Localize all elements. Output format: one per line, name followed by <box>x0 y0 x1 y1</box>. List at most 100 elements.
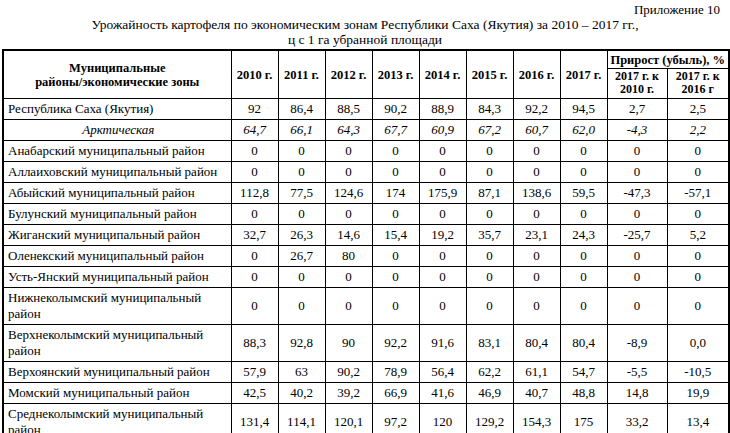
value-cell: 0 <box>231 204 278 225</box>
value-cell: 0 <box>513 162 560 183</box>
value-cell: -5,5 <box>607 362 667 383</box>
value-cell: 2,2 <box>667 120 729 141</box>
value-cell: 92,8 <box>278 325 325 362</box>
value-cell: 0 <box>419 162 466 183</box>
value-cell: 0 <box>419 288 466 325</box>
value-cell: 0 <box>231 288 278 325</box>
value-cell: -47,3 <box>607 183 667 204</box>
column-header-year-2012: 2012 г. <box>325 50 372 99</box>
value-cell: 40,7 <box>513 383 560 404</box>
value-cell: 48,8 <box>560 383 607 404</box>
value-cell: 86,4 <box>278 99 325 120</box>
value-cell: 94,5 <box>560 99 607 120</box>
value-cell: 174 <box>372 183 419 204</box>
document-page: Приложение 10 Урожайность картофеля по э… <box>0 0 730 433</box>
value-cell: 0 <box>667 162 729 183</box>
value-cell: 90,2 <box>325 362 372 383</box>
value-cell: 0 <box>325 141 372 162</box>
table-row: Булунский муниципальный район0000000000 <box>3 204 729 225</box>
value-cell: 0 <box>278 141 325 162</box>
value-cell: 77,5 <box>278 183 325 204</box>
value-cell: 0 <box>466 204 513 225</box>
value-cell: 64,3 <box>325 120 372 141</box>
table-row: Анабарский муниципальный район0000000000 <box>3 141 729 162</box>
value-cell: 0 <box>372 288 419 325</box>
value-cell: 0 <box>466 141 513 162</box>
value-cell: 0 <box>560 141 607 162</box>
value-cell: 84,3 <box>466 99 513 120</box>
value-cell: 92,2 <box>513 99 560 120</box>
value-cell: 2,7 <box>607 99 667 120</box>
value-cell: 23,1 <box>513 225 560 246</box>
table-row: Аллаиховский муниципальный район00000000… <box>3 162 729 183</box>
value-cell: 175,9 <box>419 183 466 204</box>
header-row-1: Муниципальные районы/экономические зоны … <box>3 50 729 69</box>
value-cell: 0 <box>372 204 419 225</box>
page-title: Урожайность картофеля по экономическим з… <box>0 17 730 47</box>
column-header-year-2017: 2017 г. <box>560 50 607 99</box>
table-row: Оленекский муниципальный район026,780000… <box>3 246 729 267</box>
value-cell: 0 <box>372 246 419 267</box>
value-cell: 80,4 <box>560 325 607 362</box>
value-cell: 56,4 <box>419 362 466 383</box>
value-cell: 0 <box>278 162 325 183</box>
region-name-cell: Верхоянский муниципальный район <box>3 362 231 383</box>
table-row: Жиганский муниципальный район32,726,314,… <box>3 225 729 246</box>
value-cell: 60,7 <box>513 120 560 141</box>
value-cell: 91,6 <box>419 325 466 362</box>
value-cell: 0 <box>667 246 729 267</box>
value-cell: 0 <box>278 204 325 225</box>
value-cell: 26,3 <box>278 225 325 246</box>
value-cell: 80,4 <box>513 325 560 362</box>
table-row: Усть-Янский муниципальный район000000000… <box>3 267 729 288</box>
region-name-cell: Абыйский муниципальный район <box>3 183 231 204</box>
column-header-year-2015: 2015 г. <box>466 50 513 99</box>
region-name-cell: Верхнеколымский муниципальный район <box>3 325 231 362</box>
value-cell: 0 <box>667 288 729 325</box>
value-cell: 92 <box>231 99 278 120</box>
value-cell: 120 <box>419 404 466 433</box>
region-name-cell: Булунский муниципальный район <box>3 204 231 225</box>
value-cell: 24,3 <box>560 225 607 246</box>
column-header-growth-2010: 2017 г. к 2010 г. <box>607 69 667 99</box>
value-cell: 0 <box>231 141 278 162</box>
column-header-year-2016: 2016 г. <box>513 50 560 99</box>
column-header-growth-2016: 2017 г. к 2016 г <box>667 69 729 99</box>
region-name-cell: Республика Саха (Якутия) <box>3 99 231 120</box>
value-cell: 61,1 <box>513 362 560 383</box>
value-cell: 54,7 <box>560 362 607 383</box>
value-cell: 46,9 <box>466 383 513 404</box>
value-cell: 0 <box>667 204 729 225</box>
value-cell: 0 <box>419 267 466 288</box>
table-row: Нижнеколымский муниципальный район000000… <box>3 288 729 325</box>
value-cell: 0 <box>607 204 667 225</box>
column-header-regions: Муниципальные районы/экономические зоны <box>3 50 231 99</box>
value-cell: 0 <box>560 162 607 183</box>
region-name-cell: Среднеколымский муниципальный район <box>3 404 231 433</box>
table-body: Республика Саха (Якутия)9286,488,590,288… <box>3 99 729 433</box>
value-cell: 90 <box>325 325 372 362</box>
value-cell: 0,0 <box>667 325 729 362</box>
value-cell: 0 <box>466 162 513 183</box>
value-cell: 0 <box>231 246 278 267</box>
value-cell: 0 <box>419 246 466 267</box>
value-cell: 97,2 <box>372 404 419 433</box>
value-cell: 41,6 <box>419 383 466 404</box>
value-cell: 138,6 <box>513 183 560 204</box>
value-cell: 0 <box>325 288 372 325</box>
column-header-growth-group: Прирост (убыль), % <box>607 50 729 69</box>
region-name-cell: Анабарский муниципальный район <box>3 141 231 162</box>
regions-header-line-1: Муниципальные <box>5 61 230 75</box>
table-row: Среднеколымский муниципальный район131,4… <box>3 404 729 433</box>
value-cell: 39,2 <box>325 383 372 404</box>
value-cell: 66,9 <box>372 383 419 404</box>
value-cell: 62,2 <box>466 362 513 383</box>
value-cell: 0 <box>560 288 607 325</box>
region-name-cell: Момский муниципальный район <box>3 383 231 404</box>
value-cell: 120,1 <box>325 404 372 433</box>
value-cell: 0 <box>466 288 513 325</box>
value-cell: 64,7 <box>231 120 278 141</box>
value-cell: 0 <box>231 267 278 288</box>
value-cell: 92,2 <box>372 325 419 362</box>
value-cell: 15,4 <box>372 225 419 246</box>
